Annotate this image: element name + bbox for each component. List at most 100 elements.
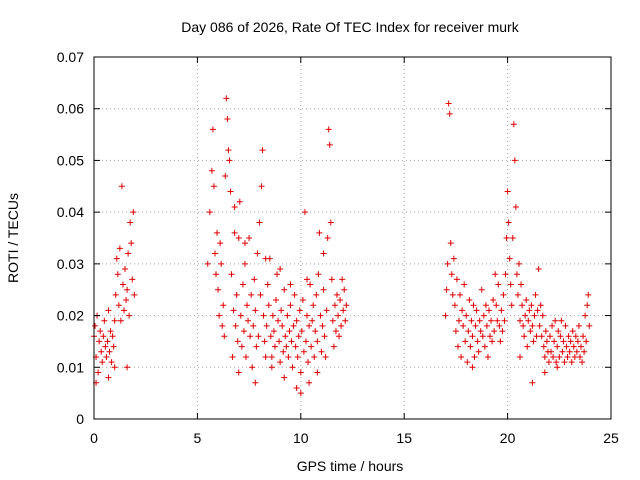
- axis-ticks: 0 5 10 15 20 25 0 0.01 0.02 0.03 0.04 0.05 0.06 0.07: [57, 49, 619, 446]
- data-point: [482, 302, 489, 309]
- data-point: [109, 333, 116, 340]
- data-point: [115, 302, 122, 309]
- data-point: [498, 307, 505, 314]
- data-point: [521, 333, 528, 340]
- data-point: [471, 353, 478, 360]
- data-point: [556, 353, 563, 360]
- data-point: [292, 343, 299, 350]
- data-point: [256, 219, 263, 226]
- data-point: [241, 240, 248, 247]
- data-point: [531, 312, 538, 319]
- data-point: [555, 328, 562, 335]
- data-point: [288, 338, 295, 345]
- data-point: [491, 328, 498, 335]
- data-point: [478, 286, 485, 293]
- data-point: [504, 188, 511, 195]
- data-point: [487, 333, 494, 340]
- data-point: [110, 343, 117, 350]
- data-point: [570, 343, 577, 350]
- data-point: [100, 333, 107, 340]
- data-point: [316, 229, 323, 236]
- data-point: [444, 260, 451, 267]
- data-point: [502, 271, 509, 278]
- data-point: [554, 364, 561, 371]
- data-point: [552, 317, 559, 324]
- data-point: [501, 317, 508, 324]
- data-point: [122, 266, 129, 273]
- data-point: [581, 348, 588, 355]
- data-point: [222, 172, 229, 179]
- data-point: [252, 379, 259, 386]
- data-point: [98, 348, 105, 355]
- data-point: [131, 291, 138, 298]
- data-point: [95, 369, 102, 376]
- data-point: [241, 260, 248, 267]
- data-point: [244, 302, 251, 309]
- x-axis-label: GPS time / hours: [297, 458, 404, 474]
- data-point: [537, 302, 544, 309]
- data-point: [470, 302, 477, 309]
- data-point: [225, 147, 232, 154]
- data-point: [468, 317, 475, 324]
- data-point: [99, 359, 106, 366]
- data-point: [527, 328, 534, 335]
- data-point: [541, 369, 548, 376]
- data-point: [116, 245, 123, 252]
- data-point: [336, 333, 343, 340]
- data-point: [103, 353, 110, 360]
- data-point: [105, 307, 112, 314]
- data-point: [310, 302, 317, 309]
- data-point: [558, 317, 565, 324]
- data-point: [472, 322, 479, 329]
- data-point: [210, 183, 217, 190]
- data-point: [557, 333, 564, 340]
- x-tick-label: 20: [500, 430, 516, 446]
- data-point: [492, 271, 499, 278]
- data-point: [462, 338, 469, 345]
- data-point: [280, 348, 287, 355]
- data-point: [530, 338, 537, 345]
- data-point: [215, 286, 222, 293]
- y-tick-label: 0.07: [57, 49, 84, 65]
- data-point: [331, 302, 338, 309]
- data-point: [452, 328, 459, 335]
- data-point: [467, 343, 474, 350]
- data-point: [253, 343, 260, 350]
- data-point: [301, 209, 308, 216]
- data-point: [304, 276, 311, 283]
- data-point: [130, 209, 137, 216]
- data-point: [510, 121, 517, 128]
- y-tick-label: 0.04: [57, 204, 84, 220]
- data-point: [230, 307, 237, 314]
- data-point: [443, 286, 450, 293]
- data-point: [315, 271, 322, 278]
- data-point: [532, 291, 539, 298]
- data-point: [127, 219, 134, 226]
- data-point: [306, 379, 313, 386]
- data-point: [497, 338, 504, 345]
- plot-frame: [93, 56, 612, 420]
- data-point: [208, 167, 215, 174]
- data-point: [485, 307, 492, 314]
- data-point: [546, 333, 553, 340]
- chart-title: Day 086 of 2026, Rate Of TEC Index for r…: [181, 19, 519, 35]
- data-point: [313, 291, 320, 298]
- data-point: [264, 281, 271, 288]
- data-point: [291, 291, 298, 298]
- data-point: [224, 116, 231, 123]
- data-point: [576, 353, 583, 360]
- data-point: [328, 276, 335, 283]
- data-point: [523, 297, 530, 304]
- data-point: [323, 307, 330, 314]
- data-point: [124, 364, 131, 371]
- data-point: [575, 322, 582, 329]
- data-point: [500, 291, 507, 298]
- data-point: [287, 281, 294, 288]
- data-point: [448, 271, 455, 278]
- data-point: [252, 307, 259, 314]
- data-point: [308, 343, 315, 350]
- data-point: [282, 333, 289, 340]
- data-points: [91, 95, 593, 397]
- data-point: [574, 338, 581, 345]
